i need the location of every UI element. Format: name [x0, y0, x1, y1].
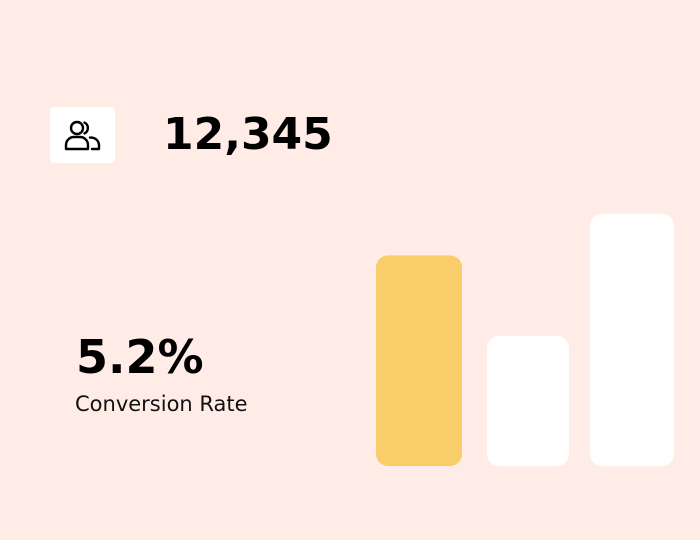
bar-1 — [376, 255, 462, 466]
conversion-rate-value: 5.2% — [76, 330, 204, 384]
bar-2 — [487, 336, 569, 466]
users-icon — [64, 120, 100, 151]
users-count: 12,345 — [163, 109, 333, 160]
conversion-rate-label: Conversion Rate — [75, 392, 248, 416]
users-icon-tile — [50, 107, 115, 163]
bar-3 — [590, 213, 674, 466]
bar-chart — [376, 213, 674, 466]
